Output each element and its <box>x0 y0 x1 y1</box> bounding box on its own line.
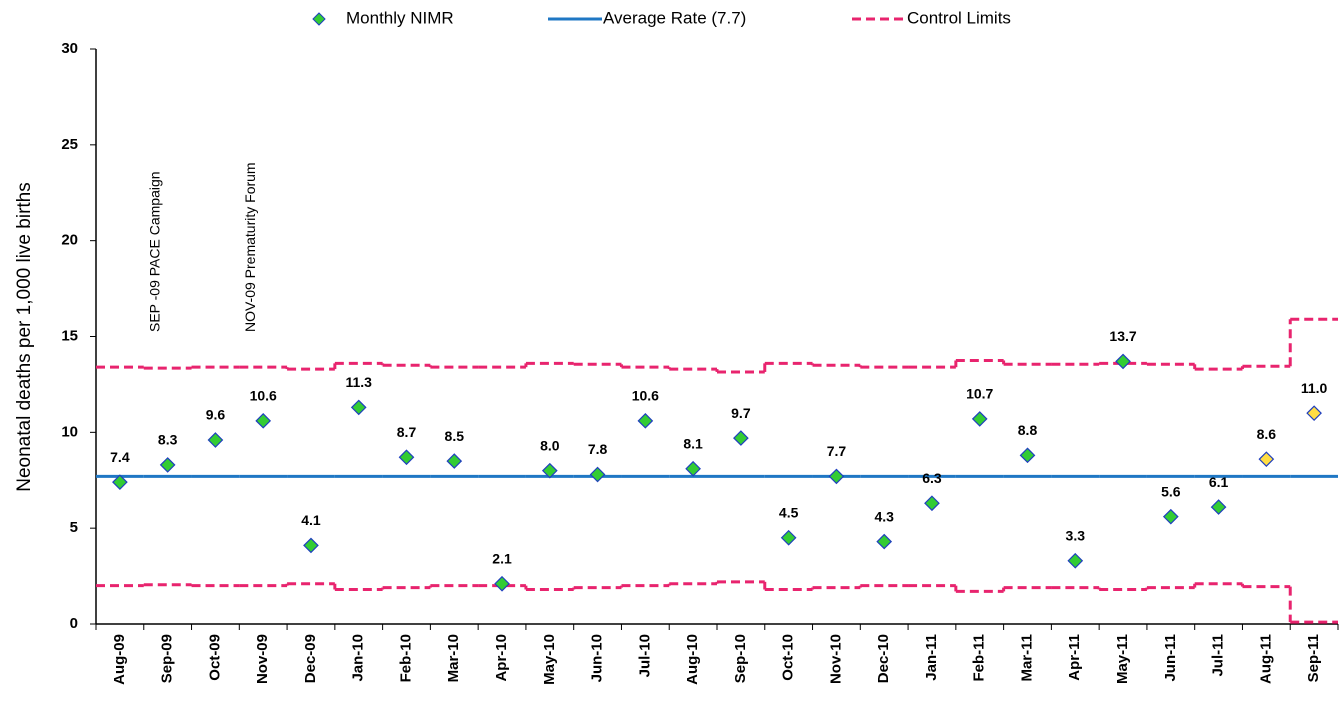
data-point <box>1162 508 1179 525</box>
data-point <box>876 533 893 550</box>
value-label: 10.7 <box>966 386 993 402</box>
data-point <box>350 399 367 416</box>
data-point <box>1306 405 1322 422</box>
y-tick-label: 30 <box>61 40 78 57</box>
value-label: 10.6 <box>632 388 659 404</box>
data-point <box>159 457 176 473</box>
legend-label: Monthly NIMR <box>346 8 454 27</box>
data-point <box>1210 499 1227 515</box>
data-point <box>541 462 558 479</box>
x-tick-label: Mar-10 <box>445 634 462 682</box>
data-point <box>494 575 510 592</box>
x-tick-label: Apr-10 <box>493 634 510 682</box>
data-point <box>924 495 940 512</box>
value-label: 7.8 <box>588 441 608 457</box>
data-point <box>207 432 224 448</box>
x-tick-label: May-11 <box>1114 634 1131 684</box>
x-tick-label: Feb-11 <box>971 634 988 682</box>
x-tick-label: Sep-09 <box>159 634 176 683</box>
data-point <box>446 453 463 469</box>
x-tick-label: Jun-11 <box>1162 634 1179 682</box>
x-tick-label: Jan-11 <box>923 634 940 681</box>
legend-label: Control Limits <box>907 8 1011 27</box>
y-tick-label: 10 <box>61 423 78 440</box>
data-point <box>255 412 272 429</box>
y-tick-label: 5 <box>70 519 78 536</box>
x-tick-label: Mar-11 <box>1018 634 1035 682</box>
y-tick-label: 0 <box>70 615 78 632</box>
data-point <box>971 411 988 427</box>
value-label: 8.0 <box>540 437 560 453</box>
data-point <box>303 537 319 554</box>
value-label: 7.7 <box>827 443 847 459</box>
legend-marker <box>312 12 326 26</box>
legend-label: Average Rate (7.7) <box>603 8 746 27</box>
value-label: 13.7 <box>1109 328 1136 344</box>
value-label: 4.5 <box>779 504 799 520</box>
data-point <box>112 474 128 491</box>
data-point <box>1115 353 1131 370</box>
value-label: 4.1 <box>301 512 321 528</box>
data-point <box>685 460 701 477</box>
x-tick-label: Feb-10 <box>397 634 414 682</box>
y-tick-label: 25 <box>61 136 78 153</box>
x-tick-label: Sep-10 <box>732 634 749 683</box>
annotation: SEP -09 PACE Campaign <box>146 171 162 332</box>
y-tick-label: 20 <box>61 232 78 249</box>
x-tick-label: Oct-10 <box>780 634 797 681</box>
value-label: 3.3 <box>1066 527 1086 543</box>
x-tick-label: Aug-09 <box>111 634 128 685</box>
y-axis-label: Neonatal deaths per 1,000 live births <box>14 182 35 491</box>
annotation: NOV-09 Prematurity Forum <box>242 162 258 332</box>
x-tick-label: Dec-09 <box>302 634 319 683</box>
value-label: 8.7 <box>397 424 417 440</box>
data-point <box>1258 451 1275 468</box>
x-tick-label: Nov-10 <box>827 634 844 684</box>
data-point <box>733 430 749 446</box>
x-tick-label: Sep-11 <box>1305 634 1322 682</box>
x-tick-label: Aug-11 <box>1257 634 1274 684</box>
data-point <box>1067 552 1084 569</box>
data-point <box>1019 447 1036 464</box>
value-label: 8.6 <box>1257 426 1277 442</box>
x-tick-label: Aug-10 <box>684 634 701 685</box>
x-tick-label: Jul-11 <box>1210 634 1227 677</box>
x-tick-label: Jan-10 <box>350 634 367 682</box>
value-label: 8.5 <box>445 428 465 444</box>
data-point <box>398 449 415 466</box>
value-label: 10.6 <box>250 388 277 404</box>
value-label: 2.1 <box>492 550 512 566</box>
data-point <box>780 529 797 546</box>
value-label: 6.1 <box>1209 474 1229 490</box>
value-label: 6.3 <box>922 470 942 486</box>
value-label: 9.6 <box>206 407 226 423</box>
data-point <box>589 466 606 483</box>
y-tick-label: 15 <box>61 327 78 344</box>
value-label: 11.3 <box>345 374 372 390</box>
value-label: 5.6 <box>1161 483 1181 499</box>
value-label: 4.3 <box>874 508 894 524</box>
value-label: 11.0 <box>1301 380 1328 396</box>
value-label: 9.7 <box>731 405 751 421</box>
value-label: 8.8 <box>1018 422 1038 438</box>
data-point <box>828 468 845 485</box>
value-label: 7.4 <box>110 449 130 465</box>
value-label: 8.1 <box>683 435 703 451</box>
x-tick-label: Jul-10 <box>636 634 653 677</box>
x-tick-label: Oct-09 <box>206 634 223 681</box>
x-tick-label: May-10 <box>541 634 558 685</box>
x-tick-label: Jun-10 <box>589 634 606 682</box>
value-label: 8.3 <box>158 432 178 448</box>
x-tick-label: Nov-09 <box>254 634 271 684</box>
x-tick-label: Apr-11 <box>1066 634 1083 681</box>
data-point <box>637 412 654 429</box>
x-tick-label: Dec-10 <box>875 634 892 683</box>
